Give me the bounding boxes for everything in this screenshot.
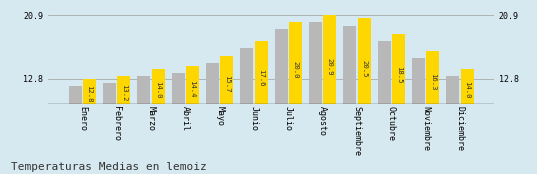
Bar [412,58,425,104]
Bar [69,86,82,104]
Bar [446,76,459,104]
Text: 14.0: 14.0 [155,81,161,98]
Bar [289,22,302,104]
Bar [118,76,130,104]
Bar [255,41,268,104]
Bar [103,82,116,104]
Bar [378,41,391,104]
Text: 14.0: 14.0 [465,81,470,98]
Bar [137,76,150,104]
Bar [186,66,199,104]
Text: 17.6: 17.6 [258,69,264,87]
Bar [206,63,219,104]
Text: 15.7: 15.7 [224,75,230,93]
Bar [426,51,439,104]
Bar [358,18,371,104]
Text: 12.8: 12.8 [86,85,92,102]
Bar [392,34,405,104]
Text: 20.9: 20.9 [327,58,333,76]
Text: 14.4: 14.4 [190,80,195,97]
Bar [343,26,357,104]
Bar [172,73,185,104]
Bar [274,29,288,104]
Bar [83,79,96,104]
Bar [323,15,336,104]
Bar [309,22,322,104]
Text: 16.3: 16.3 [430,73,436,91]
Text: 18.5: 18.5 [396,66,402,84]
Bar [151,69,165,104]
Bar [240,48,253,104]
Text: 20.0: 20.0 [293,61,299,79]
Text: 13.2: 13.2 [121,84,127,101]
Text: Temperaturas Medias en lemoiz: Temperaturas Medias en lemoiz [11,162,207,172]
Bar [220,56,234,104]
Bar [461,69,474,104]
Text: 20.5: 20.5 [361,60,367,77]
